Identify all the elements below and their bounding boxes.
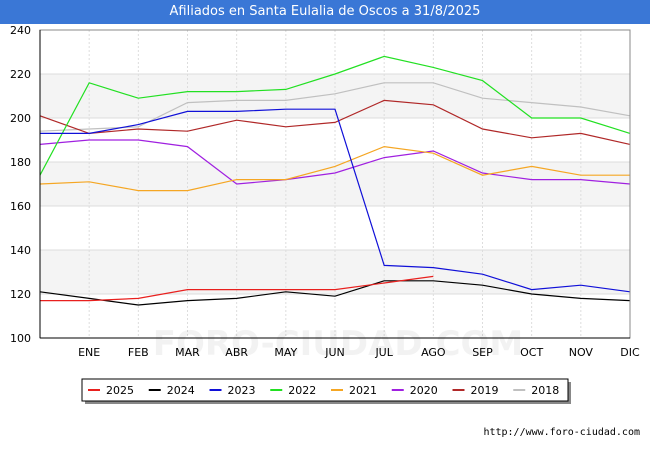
legend-label-2025: 2025 [106,384,134,397]
series-line-2025 [40,275,434,302]
legend-label-2024: 2024 [167,384,195,397]
x-tick-label: JUN [324,346,345,359]
x-tick-label: MAY [274,346,297,359]
x-tick-label: ENE [78,346,100,359]
y-tick-label: 220 [10,68,31,81]
axes [39,29,631,339]
series-line-2020 [39,139,631,185]
series-line-2024 [39,280,631,306]
y-tick-label: 160 [10,200,31,213]
x-tick-label: MAR [175,346,200,359]
y-tick-label: 240 [10,24,31,37]
x-tick-label: FEB [128,346,149,359]
x-tick-labels: ENE FEB MAR ABR MAY JUN JUL AGO SEP OCT NOV DIC [78,346,640,359]
y-tick-label: 120 [10,288,31,301]
series-line-2023 [40,108,631,293]
x-tick-label: ABR [225,346,248,359]
legend-label-2019: 2019 [471,384,499,397]
series-line-2019 [39,99,631,145]
x-tick-label: JUL [374,346,393,359]
y-tick-labels: 100 120 140 160 180 200 220 240 [10,24,31,345]
legend-label-2022: 2022 [288,384,316,397]
y-tick-label: 140 [10,244,31,257]
legend-label-2021: 2021 [349,384,377,397]
series-line-2022 [39,55,631,176]
legend-label-2020: 2020 [410,384,438,397]
legend-box [81,378,569,402]
x-tick-label: NOV [569,346,594,359]
series-line-2021 [39,145,630,192]
legend-label-2023: 2023 [228,384,256,397]
chart-title: Afiliados en Santa Eulalia de Oscos a 31… [0,0,650,24]
legend-label-2018: 2018 [531,384,559,397]
watermark: FORO-CIUDAD.COM [153,324,524,364]
y-tick-label: 100 [10,332,31,345]
x-tick-label: OCT [520,346,543,359]
y-tick-label: 180 [10,156,31,169]
x-tick-label: SEP [472,346,493,359]
x-tick-label: AGO [421,346,446,359]
series-lines [39,55,631,306]
y-tick-label: 200 [10,112,31,125]
legend: 2025 2024 2023 2022 2021 2020 2019 2018 [81,378,571,404]
source-url: http://www.foro-ciudad.com [483,427,640,438]
series-line-2018 [39,82,631,132]
x-tick-label: DIC [620,346,640,359]
